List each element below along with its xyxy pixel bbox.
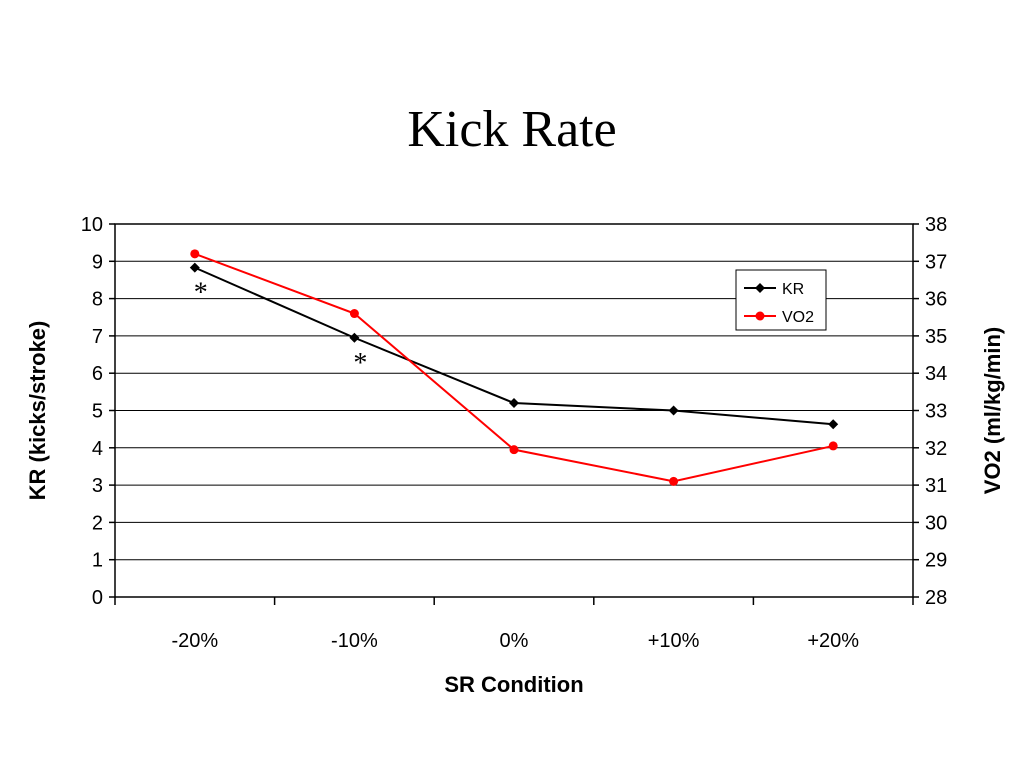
data-point bbox=[669, 476, 679, 486]
y2-axis-title: VO2 (ml/kg/min) bbox=[980, 327, 1005, 494]
y-tick-label: 1 bbox=[92, 550, 103, 572]
y2-tick-label: 36 bbox=[925, 289, 947, 311]
x-axis-title: SR Condition bbox=[444, 672, 583, 697]
chart-title: Kick Rate bbox=[407, 101, 617, 158]
y2-tick-label: 30 bbox=[925, 512, 947, 534]
data-point bbox=[828, 419, 839, 430]
data-point bbox=[190, 249, 200, 259]
x-tick-label: -10% bbox=[331, 630, 378, 652]
significance-asterisk: * bbox=[194, 278, 208, 309]
y2-tick-label: 35 bbox=[925, 326, 947, 348]
series-layer bbox=[189, 249, 839, 486]
y-axis-title: KR (kicks/stroke) bbox=[25, 321, 50, 501]
x-tick-label: +10% bbox=[648, 630, 700, 652]
data-point bbox=[828, 441, 838, 451]
y2-tick-label: 32 bbox=[925, 438, 947, 460]
legend-marker bbox=[755, 311, 765, 321]
legend-label: KR bbox=[782, 281, 804, 298]
series-kr bbox=[189, 262, 839, 430]
y-tick-label: 2 bbox=[92, 512, 103, 534]
y2-tick-label: 34 bbox=[925, 363, 947, 385]
data-point bbox=[509, 398, 519, 409]
y-tick-label: 4 bbox=[92, 438, 103, 460]
y-tick-label: 9 bbox=[92, 251, 103, 273]
data-point bbox=[349, 309, 359, 319]
right-y-axis: 28 29 30 31 32 33 34 35 36 37 38 bbox=[913, 214, 947, 609]
data-point bbox=[509, 445, 519, 455]
y-tick-label: 10 bbox=[81, 214, 103, 236]
left-y-axis: 0 1 2 3 4 5 6 7 8 9 10 bbox=[81, 214, 115, 609]
annotations: ** bbox=[194, 278, 368, 379]
y2-tick-label: 37 bbox=[925, 251, 947, 273]
data-point bbox=[189, 262, 200, 273]
data-point bbox=[349, 332, 360, 343]
y-tick-label: 6 bbox=[92, 363, 103, 385]
y-tick-label: 3 bbox=[92, 475, 103, 497]
legend-marker bbox=[755, 283, 765, 293]
y-tick-label: 8 bbox=[92, 289, 103, 311]
legend-item-vo2: VO2 bbox=[744, 309, 814, 326]
legend-label: VO2 bbox=[782, 309, 814, 326]
legend-box bbox=[735, 269, 827, 331]
data-point bbox=[668, 405, 679, 416]
legend-item-kr: KR bbox=[744, 281, 804, 298]
y2-tick-label: 33 bbox=[925, 401, 947, 423]
x-axis: -20% -10% 0% +10% +20% bbox=[114, 597, 914, 652]
y2-tick-label: 28 bbox=[925, 587, 947, 609]
x-tick-label: -20% bbox=[171, 630, 218, 652]
series-vo2 bbox=[190, 249, 838, 486]
x-tick-label: 0% bbox=[500, 630, 529, 652]
legend: KR VO2 bbox=[735, 269, 827, 331]
y-tick-label: 0 bbox=[92, 587, 103, 609]
y2-tick-label: 38 bbox=[925, 214, 947, 236]
significance-asterisk: * bbox=[353, 348, 367, 379]
x-tick-label: +20% bbox=[807, 630, 859, 652]
y-tick-label: 7 bbox=[92, 326, 103, 348]
y2-tick-label: 29 bbox=[925, 550, 947, 572]
y2-tick-label: 31 bbox=[925, 475, 947, 497]
y-tick-label: 5 bbox=[92, 401, 103, 423]
